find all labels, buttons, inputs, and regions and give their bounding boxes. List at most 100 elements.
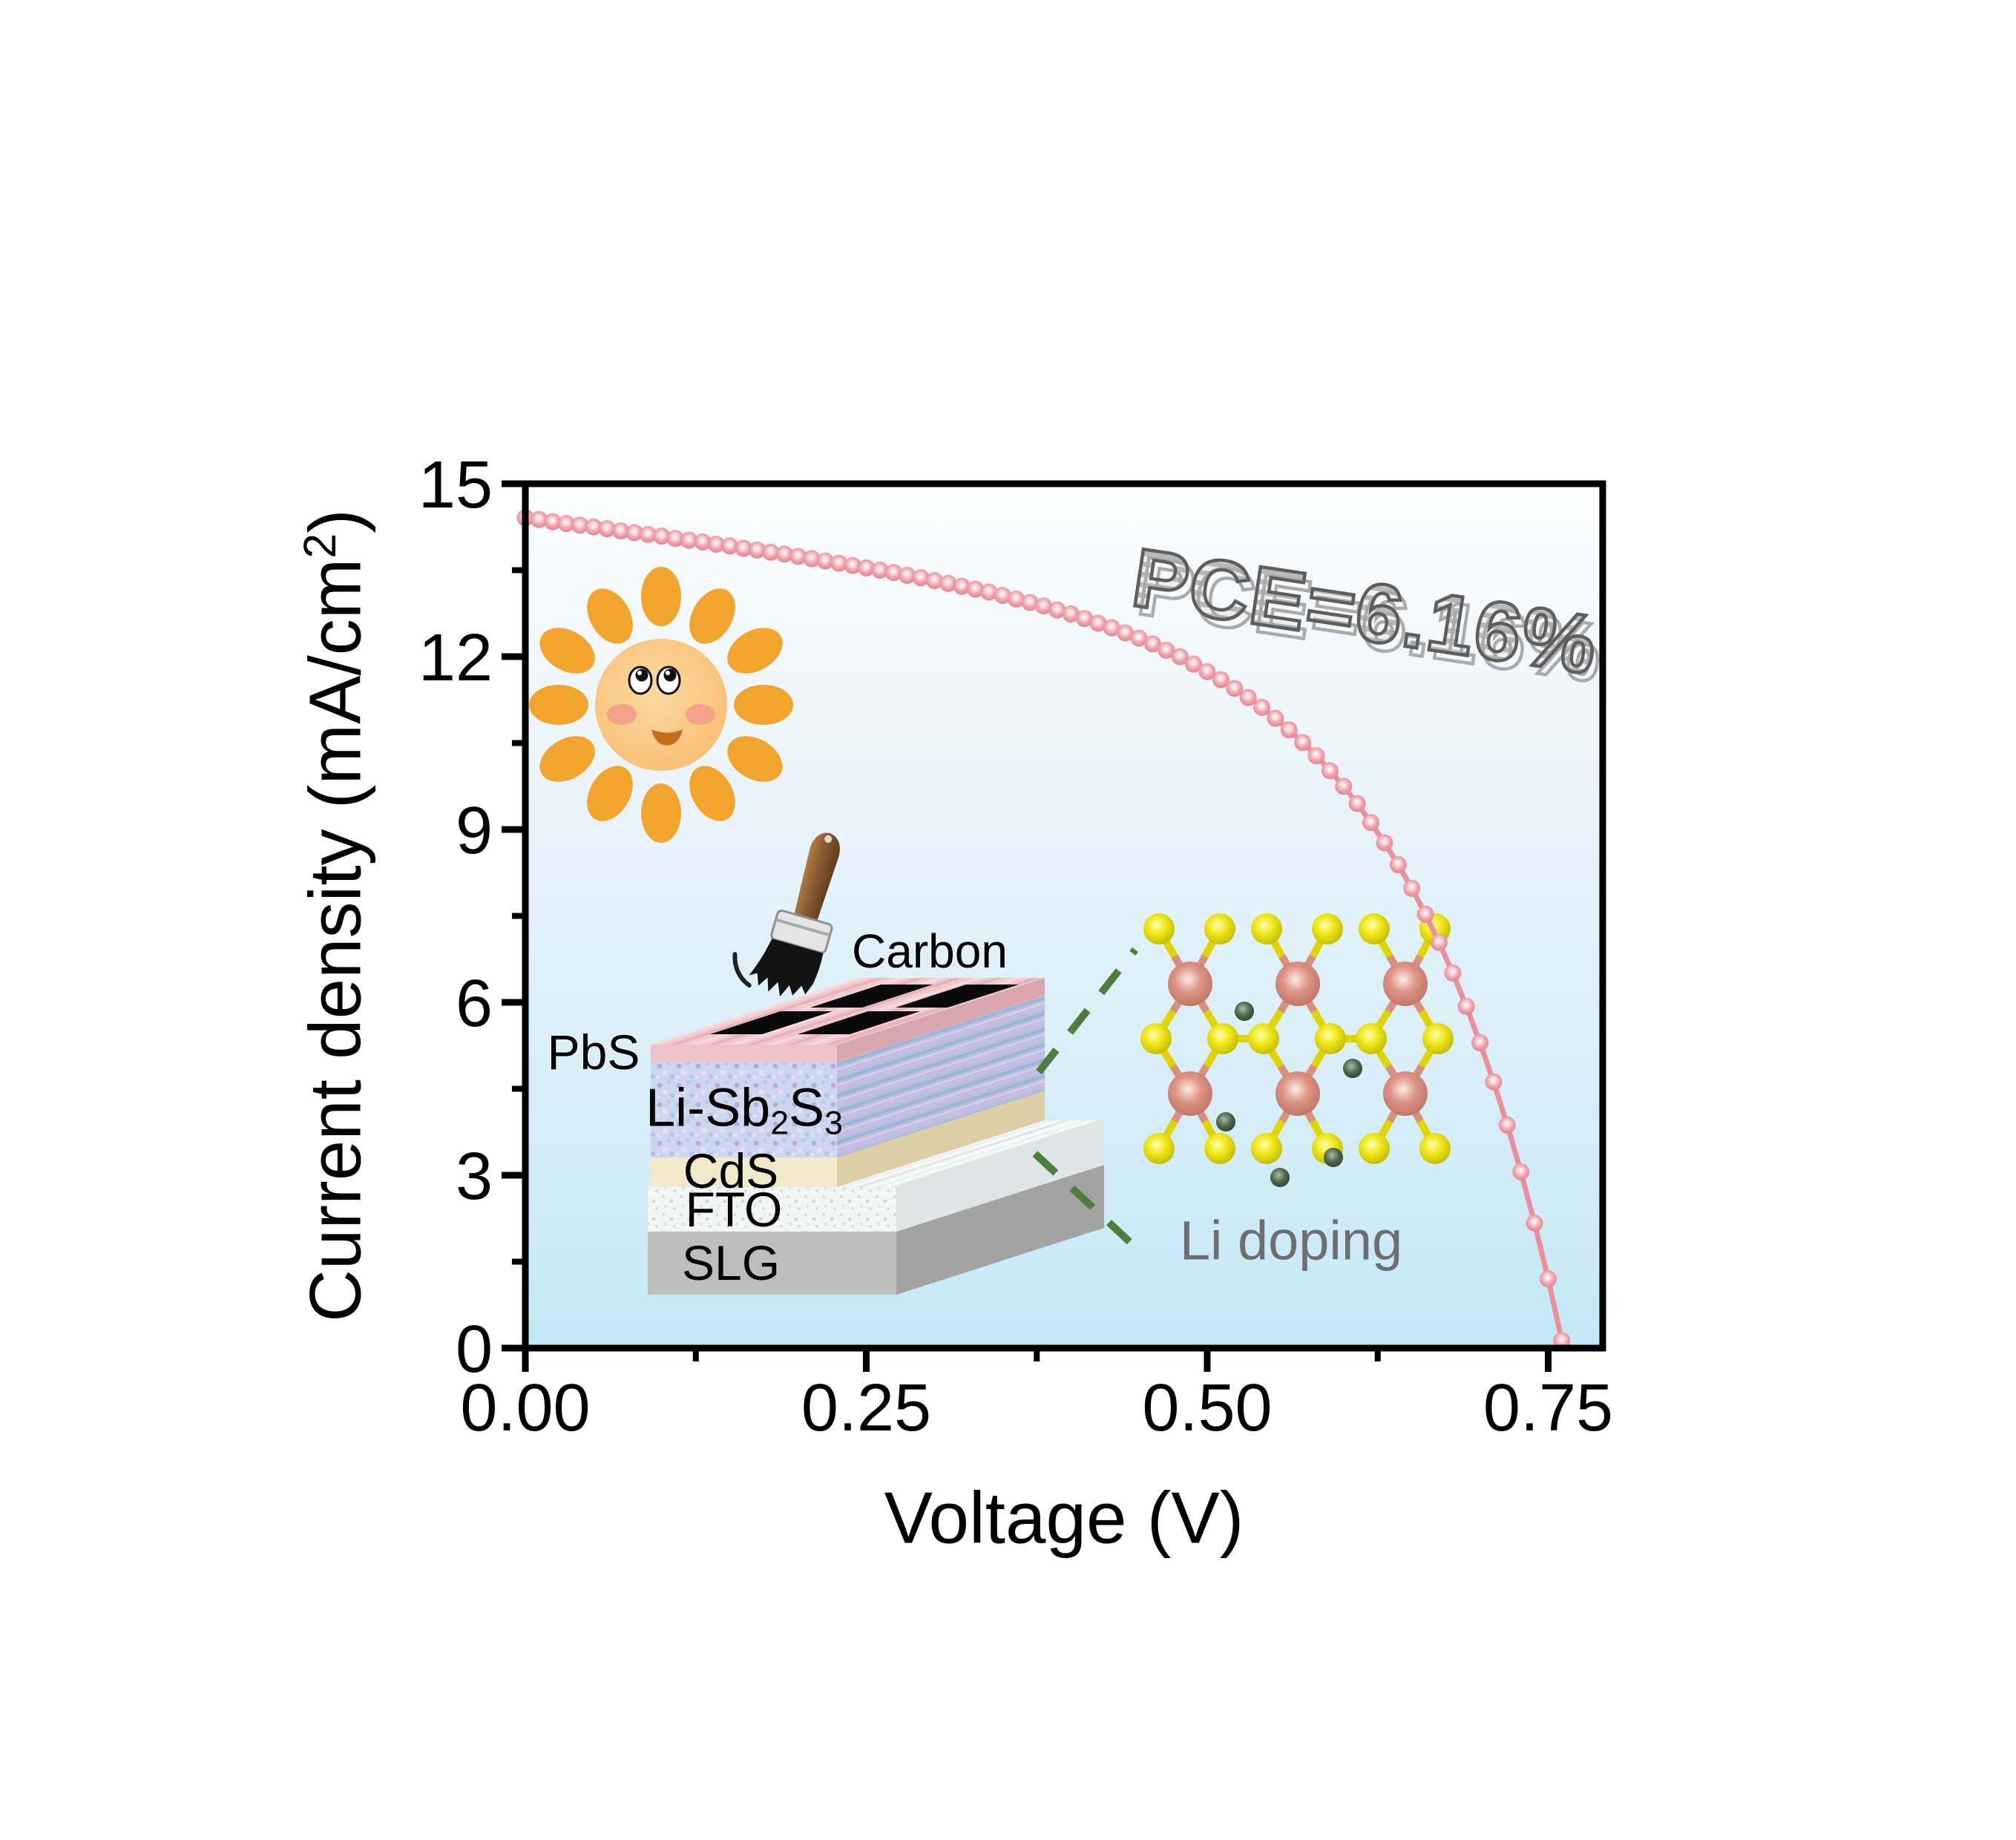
- data-point-marker: [939, 574, 957, 592]
- data-point-marker: [1158, 641, 1175, 659]
- sun-ray: [641, 783, 681, 843]
- data-point-marker: [1389, 855, 1407, 873]
- sulfur-atom: [1315, 1023, 1346, 1054]
- sulfur-atom: [1204, 1133, 1235, 1164]
- sun-ray: [734, 685, 793, 725]
- li-sb2s3-front-face: [651, 1062, 837, 1157]
- data-point-marker: [571, 516, 589, 534]
- data-point-marker: [1430, 933, 1448, 951]
- y-tick-label: 6: [456, 967, 493, 1041]
- data-point-marker: [612, 522, 630, 540]
- antimony-atom: [1275, 1071, 1320, 1116]
- slg-front-face: [648, 1232, 896, 1295]
- sulfur-atom: [1207, 1023, 1238, 1054]
- sun-eye-glint: [666, 671, 670, 675]
- lithium-atom: [1235, 1002, 1254, 1021]
- data-point-marker: [899, 566, 916, 584]
- cds-layer-label: CdS: [683, 1143, 779, 1198]
- carbon-pad: [810, 985, 933, 1008]
- sulfur-atom: [1251, 913, 1282, 944]
- sun-pupil: [635, 668, 649, 682]
- data-point-marker: [1512, 1163, 1530, 1180]
- data-point-marker: [1076, 610, 1094, 628]
- sulfur-atom: [1251, 1133, 1282, 1164]
- data-point-marker: [707, 536, 725, 553]
- cds-side-face: [837, 1091, 1045, 1187]
- y-axis-label: Current density (mA/cm2): [294, 509, 376, 1322]
- data-point-marker: [871, 562, 889, 579]
- data-point-marker: [1362, 814, 1380, 832]
- data-point-marker: [1021, 594, 1039, 611]
- data-point-marker: [721, 537, 739, 555]
- sun-cheek: [607, 704, 637, 725]
- data-point-marker: [1267, 709, 1284, 727]
- sun-face: [595, 639, 727, 771]
- data-point-marker: [694, 533, 712, 551]
- sulfur-atom: [1359, 1133, 1390, 1164]
- carbon-pad: [798, 1011, 920, 1034]
- data-point-marker: [994, 587, 1011, 605]
- li-sb2s3-layer-label: Li-Sb2S3: [646, 1078, 843, 1142]
- sulfur-atom: [1143, 1133, 1175, 1164]
- antimony-atom: [1383, 962, 1428, 1006]
- pbs-front-face: [651, 1045, 837, 1062]
- crystal-structure-illustration: [1140, 913, 1454, 1187]
- fto-front-face: [648, 1187, 896, 1232]
- data-point-marker: [1444, 964, 1462, 982]
- sun-ray: [727, 736, 783, 782]
- data-point-marker: [803, 550, 821, 568]
- data-point-marker: [666, 530, 684, 548]
- slg-side-face: [896, 1165, 1104, 1295]
- antimony-atom: [1168, 962, 1212, 1006]
- data-point-marker: [1171, 648, 1189, 666]
- sulfur-atom: [1312, 913, 1343, 944]
- sulfur-atom: [1356, 1023, 1387, 1054]
- carbon-pad: [896, 985, 1019, 1008]
- device-stack-illustration: [648, 832, 1104, 1295]
- jv-curve-series: [516, 509, 1571, 1350]
- data-point-marker: [953, 577, 971, 595]
- data-point-marker: [775, 545, 793, 563]
- data-point-marker: [980, 583, 998, 601]
- data-point-marker: [1403, 879, 1421, 897]
- slg-layer-label: SLG: [681, 1235, 781, 1290]
- data-point-marker: [1212, 671, 1229, 689]
- carbon-pad: [710, 1011, 833, 1034]
- lithium-atom: [1343, 1059, 1362, 1078]
- x-tick-label: 0.75: [1483, 1371, 1613, 1445]
- data-point-marker: [1226, 680, 1244, 697]
- cds-front-face: [651, 1157, 837, 1187]
- data-point-marker: [1376, 834, 1393, 852]
- sulfur-atom: [1248, 1023, 1279, 1054]
- data-point-marker: [884, 564, 902, 582]
- x-tick-label: 0.25: [801, 1371, 931, 1445]
- sun-eye-glint: [637, 671, 642, 675]
- data-point-marker: [653, 528, 671, 545]
- data-point-marker: [1239, 689, 1257, 706]
- data-point-marker: [1117, 624, 1135, 642]
- y-tick-label: 12: [418, 621, 493, 695]
- fto-layer-label: FTO: [685, 1182, 783, 1237]
- data-point-marker: [830, 554, 848, 572]
- sulfur-atom: [1422, 1023, 1454, 1054]
- data-point-marker: [1335, 778, 1353, 795]
- data-point-marker: [735, 539, 752, 557]
- data-point-marker: [1457, 997, 1475, 1015]
- pbs-side-face: [837, 978, 1045, 1062]
- y-tick-label: 0: [456, 1312, 493, 1387]
- sun-ray: [727, 628, 783, 674]
- antimony-atom: [1383, 1071, 1428, 1116]
- data-point-marker: [1143, 635, 1161, 653]
- data-point-marker: [1008, 590, 1025, 608]
- sulfur-atom: [1419, 1133, 1451, 1164]
- sun-mouth: [651, 729, 683, 746]
- data-point-marker: [1485, 1073, 1503, 1091]
- sun-ray: [641, 567, 681, 626]
- x-tick-label: 0.50: [1142, 1371, 1272, 1445]
- data-point-marker: [762, 543, 780, 561]
- data-point-marker: [1294, 734, 1312, 752]
- paint-brush-icon: [732, 832, 840, 997]
- antimony-atom: [1275, 962, 1320, 1006]
- sun-ray: [587, 588, 633, 644]
- sun-icon: [529, 567, 793, 843]
